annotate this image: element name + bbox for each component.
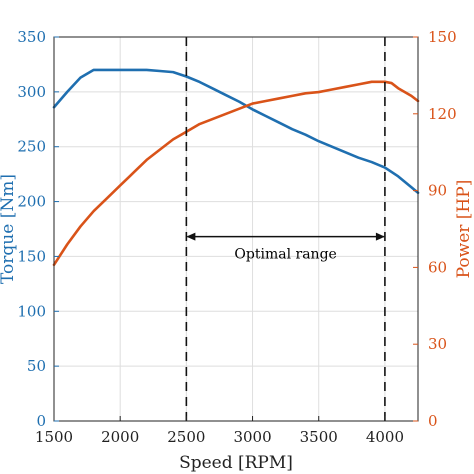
x-tick-label: 4000 [366,428,404,446]
grid-lines [53,36,418,422]
optimal-range-markers [185,37,386,421]
y-right-tick-label: 60 [428,258,447,276]
y-left-tick-label: 100 [17,302,46,320]
y-left-tick-label: 150 [17,247,46,265]
y-right-tick-label: 90 [428,182,447,200]
optimal-range-arrowhead-left [186,232,196,241]
series-layer [52,68,420,267]
power-series-line [52,80,420,267]
y-right-tick-label: 150 [428,28,457,46]
y-left-tick-label: 300 [17,83,46,101]
y-right-tick-label: 30 [428,335,447,353]
ticks-layer: 1500 2000 2500 3000 3500 40000501001502002503… [17,28,456,446]
y-right-tick-label: 0 [428,412,438,430]
x-tick-label: 3000 [233,428,271,446]
optimal-range-arrowhead-right [375,232,385,241]
y-left-tick-label: 200 [17,193,46,211]
y-left-tick-label: 50 [27,357,46,375]
y-left-tick-label: 250 [17,138,46,156]
x-tick-label: 1500 [35,428,73,446]
y-left-tick-label: 0 [36,412,46,430]
x-tick-label: 3500 [300,428,338,446]
y-axis-right-label: Power [HP] [454,180,474,279]
x-tick-label: 2500 [167,428,205,446]
x-axis-label: Speed [RPM] [179,453,293,473]
plot-frame [53,36,419,422]
optimal-range-label: Optimal range [234,247,336,263]
y-right-tick-label: 120 [428,105,457,123]
y-axis-left-label: Torque [Nm] [0,174,18,284]
x-tick-label: 2000 [101,428,139,446]
torque-series-line [52,68,420,195]
y-left-tick-label: 350 [17,28,46,46]
